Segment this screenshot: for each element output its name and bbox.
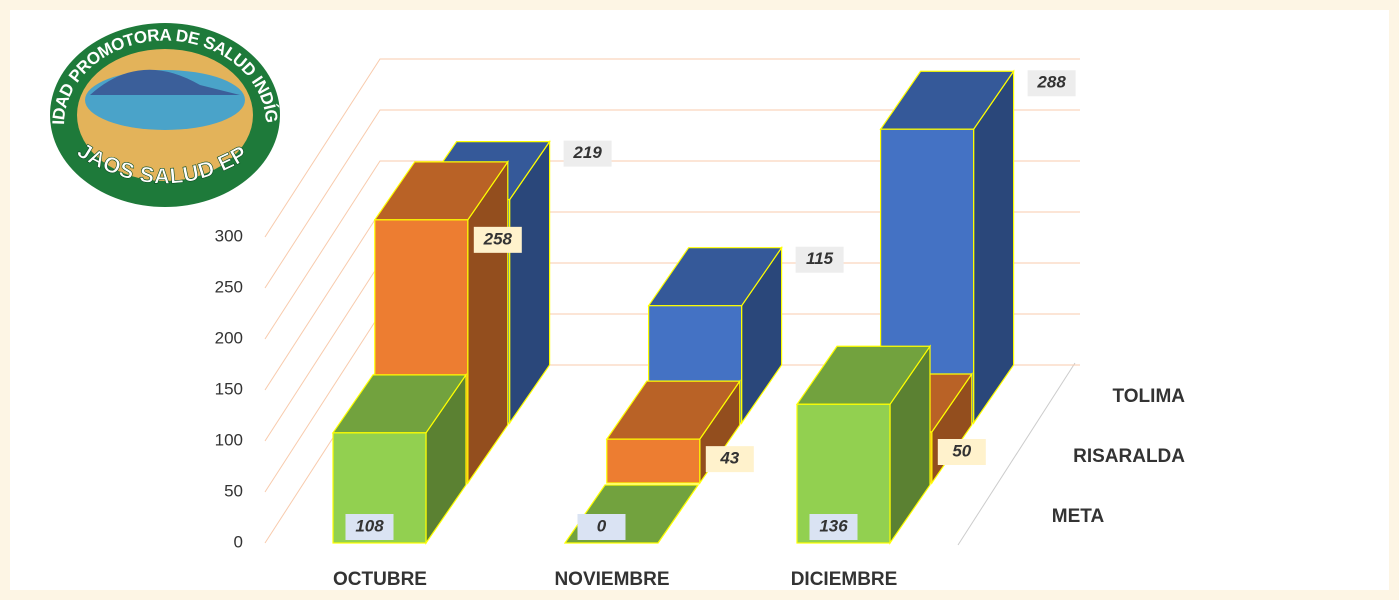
- x-tick-label: NOVIEMBRE: [554, 569, 669, 590]
- legend-label: RISARALDA: [1073, 446, 1185, 467]
- legend-label: META: [1052, 506, 1105, 527]
- value-label: 136: [819, 516, 848, 535]
- value-label-bg: [563, 140, 612, 167]
- logo-mountain: [90, 69, 240, 95]
- value-label: 50: [952, 441, 971, 460]
- value-label-bg: [345, 514, 394, 540]
- y-tick-label: 50: [224, 481, 243, 500]
- value-label-bg: [937, 439, 986, 465]
- value-label-bg: [809, 514, 858, 540]
- bar-front: [606, 438, 701, 484]
- value-label: 0: [597, 516, 607, 535]
- grid-line: [264, 58, 1080, 238]
- y-tick-label: 200: [215, 328, 243, 347]
- y-tick-label: 300: [215, 226, 243, 245]
- y-tick-label: 250: [215, 277, 243, 296]
- value-label-bg: [473, 226, 522, 253]
- value-label-bg: [795, 246, 844, 273]
- bar-side: [972, 69, 1015, 425]
- bar: [879, 69, 1015, 425]
- value-label-bg: [1027, 70, 1076, 97]
- value-label-bg: [577, 514, 626, 540]
- y-tick-label: 100: [215, 430, 243, 449]
- grid-line: [264, 109, 1080, 289]
- value-label: 258: [483, 229, 513, 248]
- value-label: 219: [572, 143, 602, 162]
- logo: ENTIDAD PROMOTORA DE SALUD INDÍGENA PIJA…: [10, 10, 281, 207]
- chart: ENTIDAD PROMOTORA DE SALUD INDÍGENA PIJA…: [10, 10, 1389, 590]
- bar: [605, 379, 741, 485]
- legend-label: TOLIMA: [1113, 386, 1186, 407]
- value-label-bg: [705, 446, 754, 473]
- y-tick-label: 150: [215, 379, 243, 398]
- value-label: 43: [719, 449, 739, 468]
- floor-edge: [957, 362, 1076, 546]
- y-tick-label: 0: [234, 532, 243, 551]
- bar: [795, 344, 932, 545]
- value-label: 288: [1036, 73, 1066, 92]
- x-tick-label: OCTUBRE: [333, 569, 427, 590]
- grid-line: [264, 160, 1080, 340]
- value-label: 115: [806, 249, 834, 268]
- value-label: 108: [355, 516, 384, 535]
- x-tick-label: DICIEMBRE: [791, 569, 898, 590]
